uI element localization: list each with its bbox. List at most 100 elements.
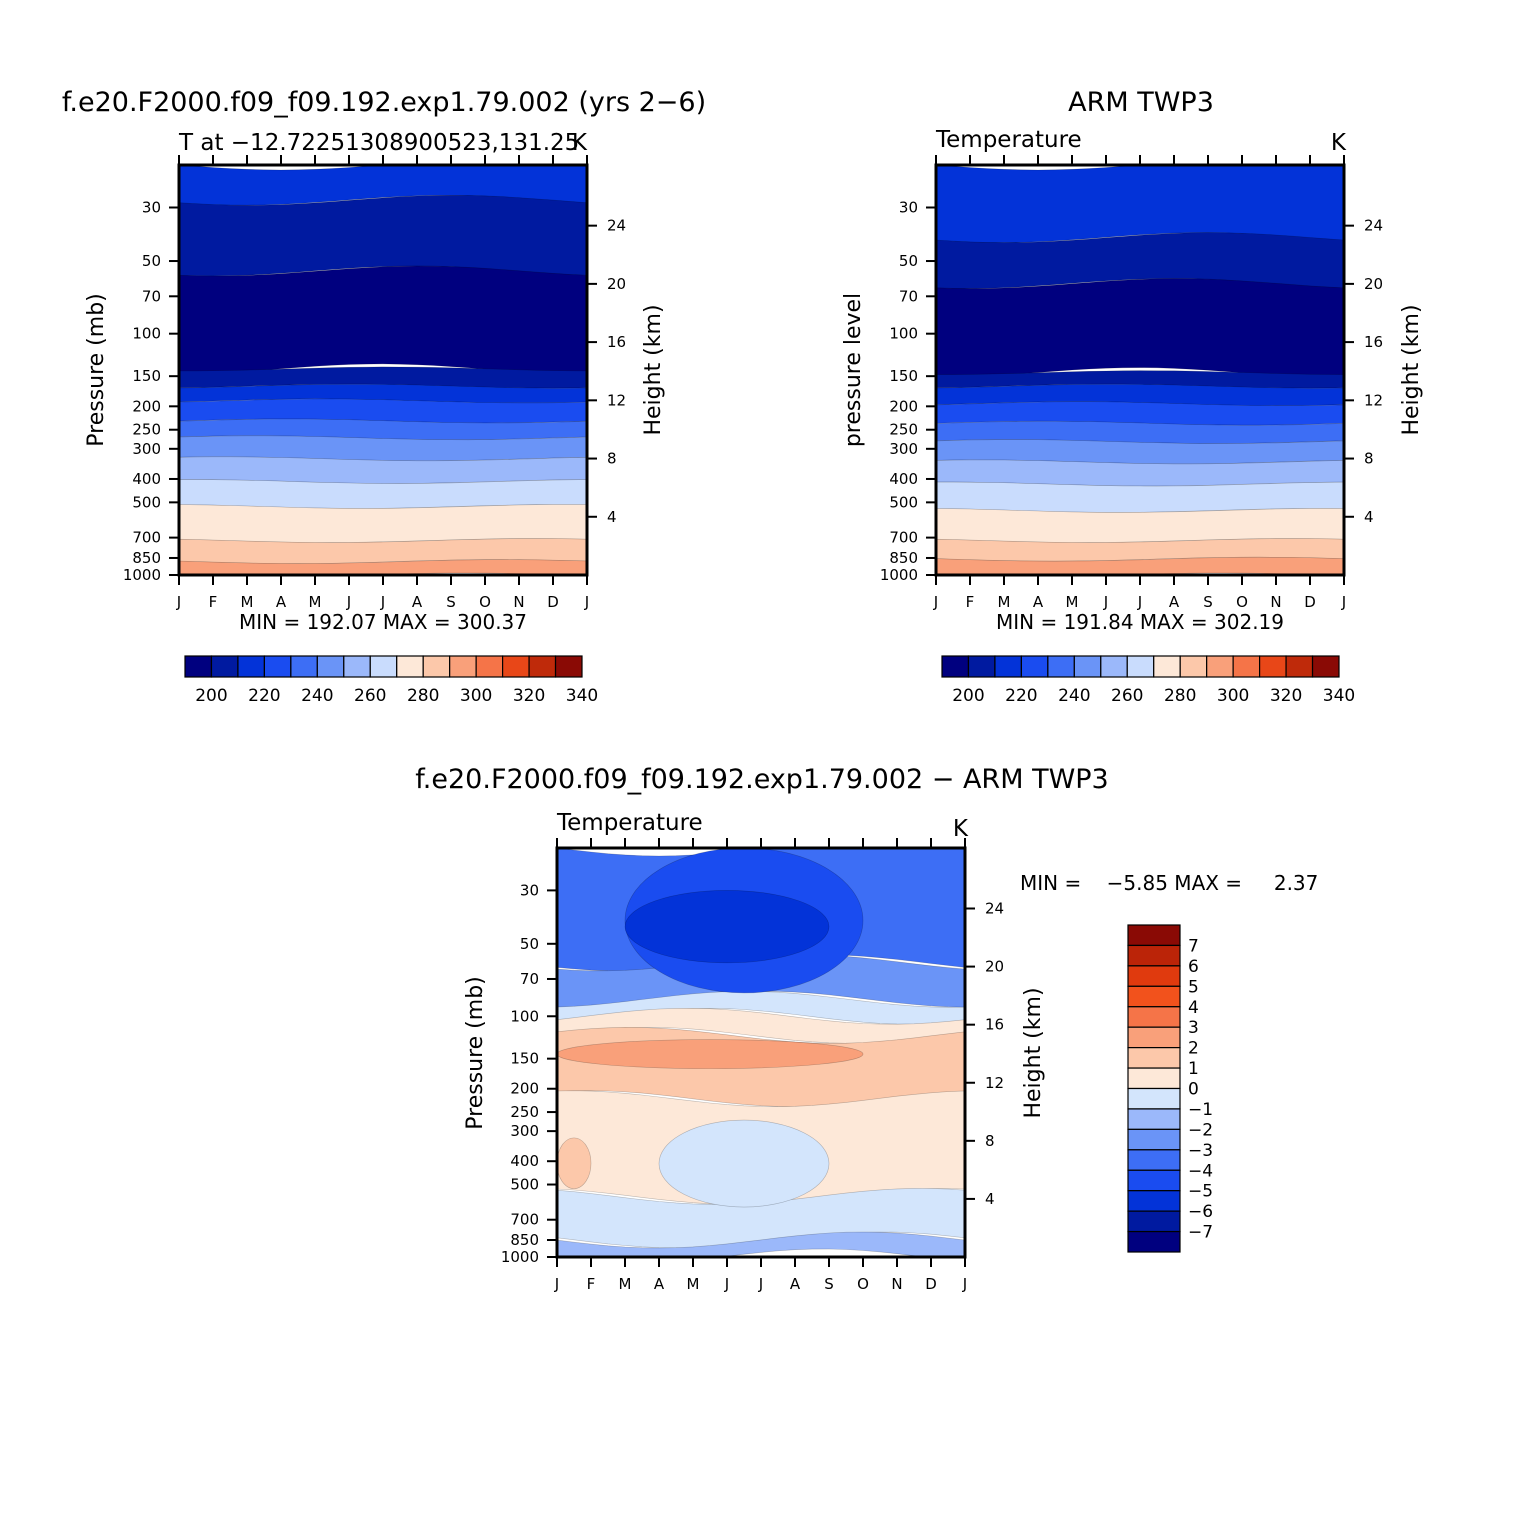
- contour-band: [936, 165, 1344, 243]
- y2-tick-label: 24: [985, 900, 1004, 918]
- y-tick-label: 100: [510, 1007, 539, 1025]
- y-tick-label: 1000: [123, 566, 161, 584]
- x-tick-label: N: [891, 1275, 902, 1293]
- y-tick-label: 30: [142, 198, 161, 216]
- y-axis-label: pressure level: [841, 293, 866, 447]
- colorbar-swatch: [290, 655, 318, 678]
- colorbar-swatch: [1153, 655, 1181, 678]
- colorbar-swatch: [994, 655, 1023, 678]
- y-tick-label: 150: [510, 1050, 539, 1068]
- panel-difference: f.e20.F2000.f09_f09.192.exp1.79.002 − AR…: [415, 764, 1318, 1293]
- colorbar-swatch: [1126, 655, 1155, 678]
- colorbar-label: −3: [1188, 1141, 1213, 1161]
- colorbar-swatch: [449, 655, 477, 678]
- colorbar-label: 220: [1005, 686, 1037, 706]
- contour-band: [179, 504, 587, 543]
- x-tick-label: J: [176, 593, 181, 611]
- colorbar-swatch: [316, 655, 345, 678]
- colorbar-label: 5: [1188, 977, 1199, 997]
- colorbar-label: −2: [1188, 1120, 1213, 1140]
- colorbar-swatch: [1127, 1067, 1181, 1090]
- x-tick-label: M: [309, 593, 322, 611]
- colorbar-swatch: [528, 655, 557, 678]
- contour-fill-group: [936, 165, 1344, 575]
- contour-band: [179, 479, 587, 509]
- colorbar-label: 320: [1270, 686, 1302, 706]
- colorbar: 200 220 240 260 280 300 320 340: [941, 655, 1355, 706]
- colorbar-swatch: [343, 655, 371, 678]
- y2-tick-label: 16: [985, 1016, 1004, 1034]
- x-tick-label: N: [513, 593, 524, 611]
- x-tick-label: M: [998, 593, 1011, 611]
- contour-fill-group: [557, 848, 965, 1257]
- colorbar-label: 340: [566, 686, 598, 706]
- x-tick-label: J: [554, 1275, 559, 1293]
- y-tick-label: 30: [520, 881, 539, 899]
- colorbar-label: 7: [1188, 936, 1199, 956]
- x-tick-label: A: [276, 593, 287, 611]
- panel-model-temperature: f.e20.F2000.f09_f09.192.exp1.79.002 (yrs…: [62, 87, 706, 706]
- y-tick-label: 70: [142, 287, 161, 305]
- y2-tick-label: 8: [607, 450, 617, 468]
- y2-tick-label: 8: [985, 1132, 995, 1150]
- y-tick-label: 400: [889, 470, 918, 488]
- colorbar-label: 280: [1164, 686, 1196, 706]
- x-tick-label: J: [724, 1275, 729, 1293]
- panel-title: ARM TWP3: [1068, 87, 1214, 118]
- y2-axis-label: Height (km): [1399, 304, 1424, 435]
- contour-band: [936, 508, 1344, 543]
- y2-tick-label: 20: [1364, 275, 1383, 293]
- contour-band: [936, 232, 1344, 289]
- colorbar-swatch: [475, 655, 504, 678]
- x-tick-label: J: [346, 593, 351, 611]
- contour-feature: [557, 1039, 864, 1069]
- x-tick-label: J: [1341, 593, 1346, 611]
- colorbar-swatch: [210, 655, 239, 678]
- colorbar-swatch: [1127, 1190, 1181, 1212]
- y2-tick-label: 4: [1364, 508, 1374, 526]
- y-tick-label: 500: [132, 493, 161, 511]
- contour-band: [936, 278, 1344, 378]
- contour-band: [936, 481, 1344, 513]
- x-tick-label: J: [584, 593, 589, 611]
- y-axis-label: Pressure (mb): [463, 976, 488, 1130]
- min-max-readout: MIN = −5.85 MAX = 2.37: [1020, 871, 1318, 895]
- contour-band: [936, 459, 1344, 487]
- y-tick-label: 100: [889, 325, 918, 343]
- y2-tick-label: 20: [607, 275, 626, 293]
- colorbar-label: 240: [1058, 686, 1090, 706]
- colorbar-swatch: [1127, 1047, 1181, 1069]
- colorbar-swatch: [369, 655, 398, 678]
- y-tick-label: 300: [132, 440, 161, 458]
- colorbar-swatch: [1179, 655, 1208, 678]
- y-tick-label: 200: [889, 397, 918, 415]
- x-tick-label: J: [1137, 593, 1142, 611]
- y2-tick-label: 4: [985, 1190, 995, 1208]
- x-tick-label: O: [1236, 593, 1248, 611]
- panel-left-label: Temperature: [556, 810, 703, 836]
- colorbar-swatch: [1127, 1026, 1181, 1049]
- colorbar-label: 3: [1188, 1018, 1199, 1038]
- y-tick-label: 50: [142, 252, 161, 270]
- panel-title: f.e20.F2000.f09_f09.192.exp1.79.002 (yrs…: [62, 87, 706, 118]
- y-tick-label: 200: [132, 397, 161, 415]
- x-tick-label: S: [1203, 593, 1213, 611]
- colorbar-label: 340: [1323, 686, 1355, 706]
- contour-band: [936, 556, 1344, 575]
- contour-band: [179, 456, 587, 484]
- y2-tick-label: 20: [985, 958, 1004, 976]
- y2-tick-label: 16: [607, 333, 626, 351]
- x-tick-label: F: [209, 593, 218, 611]
- y-tick-label: 700: [889, 529, 918, 547]
- colorbar-label: 260: [354, 686, 386, 706]
- x-tick-label: A: [790, 1275, 801, 1293]
- y-tick-label: 1000: [880, 566, 918, 584]
- colorbar-swatch: [1127, 1087, 1181, 1110]
- y-tick-label: 850: [132, 549, 161, 567]
- y-tick-label: 50: [520, 935, 539, 953]
- y-tick-label: 50: [899, 252, 918, 270]
- colorbar-swatch: [237, 655, 266, 678]
